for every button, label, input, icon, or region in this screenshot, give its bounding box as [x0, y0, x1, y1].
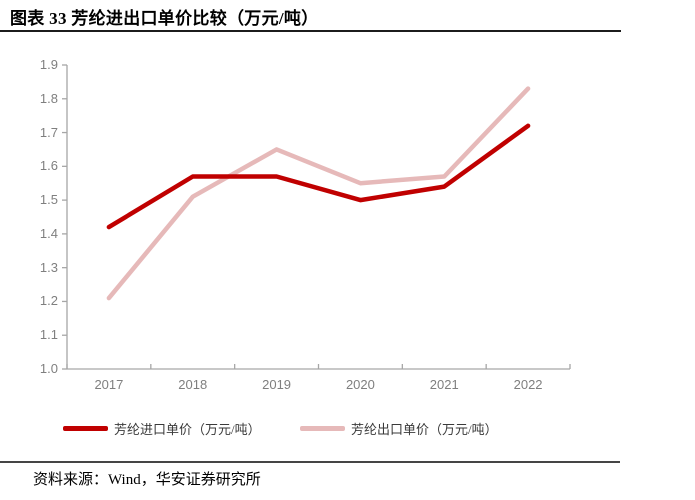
y-tick-label: 1.7 [39, 124, 58, 140]
series-line-1 [106, 86, 531, 301]
y-tick-label: 1.1 [39, 327, 58, 343]
legend-item-import: 芳纶进口单价（万元/吨） [63, 420, 261, 437]
y-tick-label: 1.6 [39, 158, 58, 174]
legend-item-export: 芳纶出口单价（万元/吨） [300, 420, 498, 437]
x-tick-label: 2020 [345, 377, 375, 392]
legend-swatch-export [300, 426, 345, 431]
x-tick-label: 2017 [94, 377, 124, 392]
x-tick-label: 2022 [513, 377, 543, 392]
legend-label-import: 芳纶进口单价（万元/吨） [114, 422, 261, 437]
source-note: 资料来源：Wind，华安证券研究所 [33, 472, 261, 488]
x-tick-label: 2019 [262, 377, 292, 392]
y-tick-label: 1.9 [39, 57, 58, 72]
x-tick-label: 2018 [178, 377, 208, 392]
legend-label-export: 芳纶出口单价（万元/吨） [351, 422, 498, 437]
legend-swatch-import [63, 426, 108, 431]
y-tick-label: 1.2 [39, 293, 58, 309]
figure-title: 图表 33 芳纶进出口单价比较（万元/吨） [10, 9, 319, 28]
y-tick-label: 1.3 [39, 259, 58, 275]
y-tick-label: 1.5 [39, 192, 58, 208]
y-tick-label: 1.4 [39, 225, 58, 241]
series-line-0 [106, 123, 531, 230]
y-tick-label: 1.8 [39, 90, 58, 106]
title-divider [0, 30, 621, 32]
source-divider [0, 461, 620, 463]
x-tick-label: 2021 [429, 377, 459, 392]
y-tick-label: 1.0 [39, 361, 58, 376]
